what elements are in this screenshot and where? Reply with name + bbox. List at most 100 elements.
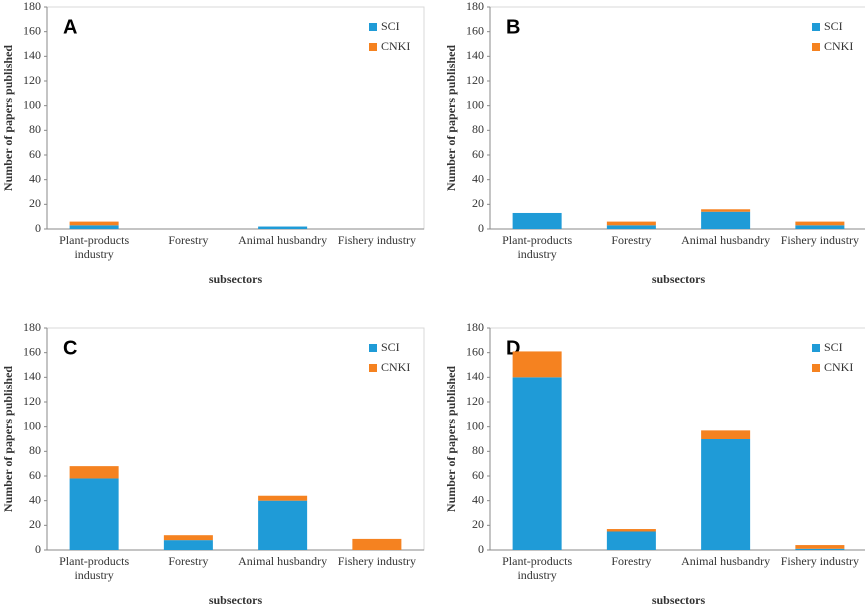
bar-segment xyxy=(69,225,119,229)
y-tick-label: 160 xyxy=(466,344,484,358)
y-tick-label: 20 xyxy=(472,517,484,531)
y-tick-label: 60 xyxy=(472,147,484,161)
y-tick-label: 180 xyxy=(466,0,484,13)
bar-segment xyxy=(512,212,562,229)
y-tick-label: 0 xyxy=(35,542,41,556)
bar-segment xyxy=(69,478,119,550)
bar-segment xyxy=(258,226,308,229)
y-tick-label: 100 xyxy=(466,97,484,111)
plot-frame xyxy=(489,6,865,230)
bar-segment xyxy=(258,495,308,501)
x-axis-title: subsectors xyxy=(209,593,263,607)
y-tick-label: 0 xyxy=(35,221,41,235)
legend-label: CNKI xyxy=(381,360,410,374)
y-tick-label: 120 xyxy=(23,73,41,87)
y-tick-label: 60 xyxy=(29,147,41,161)
bar-segment xyxy=(69,466,119,479)
y-tick-label: 160 xyxy=(23,344,41,358)
panel-label: A xyxy=(63,16,77,38)
x-tick-label: Plant-products industry xyxy=(59,554,130,582)
y-tick-label: 140 xyxy=(23,369,41,383)
y-tick-label: 180 xyxy=(23,0,41,13)
x-tick-label: Animal husbandry xyxy=(681,554,771,568)
y-tick-label: 20 xyxy=(472,196,484,210)
bar-segment xyxy=(163,535,213,541)
y-tick-label: 100 xyxy=(23,418,41,432)
y-tick-label: 40 xyxy=(29,492,41,506)
x-tick-label: Plant-products industry xyxy=(59,233,130,261)
legend-label: CNKI xyxy=(381,39,410,53)
legend-label: SCI xyxy=(824,340,843,354)
bar-segment xyxy=(512,351,562,378)
y-tick-label: 120 xyxy=(466,73,484,87)
bar-segment xyxy=(606,529,656,532)
legend-swatch xyxy=(812,364,820,372)
y-tick-label: 120 xyxy=(466,394,484,408)
bar-segment xyxy=(69,221,119,226)
legend-label: CNKI xyxy=(824,360,853,374)
x-tick-label: Animal husbandry xyxy=(238,554,328,568)
x-tick-label: Forestry xyxy=(168,554,209,568)
bar-segment xyxy=(606,225,656,229)
legend-swatch xyxy=(369,23,377,31)
bar-segment xyxy=(352,538,402,550)
bar-segment xyxy=(795,221,845,226)
bar-segment xyxy=(795,225,845,229)
bar-segment xyxy=(701,211,751,229)
legend-swatch xyxy=(812,344,820,352)
x-axis-title: subsectors xyxy=(652,272,706,286)
legend-label: SCI xyxy=(381,19,400,33)
y-tick-label: 100 xyxy=(466,418,484,432)
bar-segment xyxy=(606,221,656,226)
y-axis-title: Number of papers published xyxy=(1,366,15,512)
x-tick-label: Fishery industry xyxy=(337,554,417,568)
bar-segment xyxy=(163,540,213,550)
legend-swatch xyxy=(369,344,377,352)
y-axis-title: Number of papers published xyxy=(444,366,458,512)
y-tick-label: 140 xyxy=(466,369,484,383)
y-tick-label: 40 xyxy=(472,171,484,185)
y-tick-label: 20 xyxy=(29,517,41,531)
y-tick-label: 160 xyxy=(466,23,484,37)
x-axis-title: subsectors xyxy=(209,272,263,286)
x-tick-label: Plant-products industry xyxy=(502,233,573,261)
y-tick-label: 160 xyxy=(23,23,41,37)
x-tick-label: Forestry xyxy=(611,554,652,568)
bar-segment xyxy=(795,548,845,550)
x-axis-title: subsectors xyxy=(652,593,706,607)
y-tick-label: 80 xyxy=(29,122,41,136)
y-tick-label: 140 xyxy=(466,48,484,62)
panel-label: C xyxy=(63,337,77,359)
x-tick-label: Forestry xyxy=(611,233,652,247)
legend-swatch xyxy=(369,364,377,372)
panel-label: B xyxy=(506,16,520,38)
x-tick-label: Animal husbandry xyxy=(238,233,328,247)
bar-segment xyxy=(795,545,845,549)
y-tick-label: 80 xyxy=(472,443,484,457)
x-tick-label: Animal husbandry xyxy=(681,233,771,247)
bar-segment xyxy=(258,500,308,550)
bar-segment xyxy=(701,439,751,550)
legend-label: SCI xyxy=(824,19,843,33)
y-axis-title: Number of papers published xyxy=(1,45,15,191)
plot-frame xyxy=(46,6,425,230)
x-tick-label: Fishery industry xyxy=(337,233,417,247)
y-tick-label: 120 xyxy=(23,394,41,408)
legend-label: CNKI xyxy=(824,39,853,53)
y-tick-label: 60 xyxy=(29,468,41,482)
y-tick-label: 140 xyxy=(23,48,41,62)
x-tick-label: Forestry xyxy=(168,233,209,247)
y-tick-label: 180 xyxy=(466,320,484,334)
y-tick-label: 100 xyxy=(23,97,41,111)
y-tick-label: 180 xyxy=(23,320,41,334)
y-tick-label: 40 xyxy=(472,492,484,506)
bar-segment xyxy=(606,531,656,550)
y-tick-label: 0 xyxy=(478,542,484,556)
y-tick-label: 20 xyxy=(29,196,41,210)
legend-swatch xyxy=(812,23,820,31)
x-tick-label: Plant-products industry xyxy=(502,554,573,582)
y-axis-title: Number of papers published xyxy=(444,45,458,191)
y-tick-label: 60 xyxy=(472,468,484,482)
